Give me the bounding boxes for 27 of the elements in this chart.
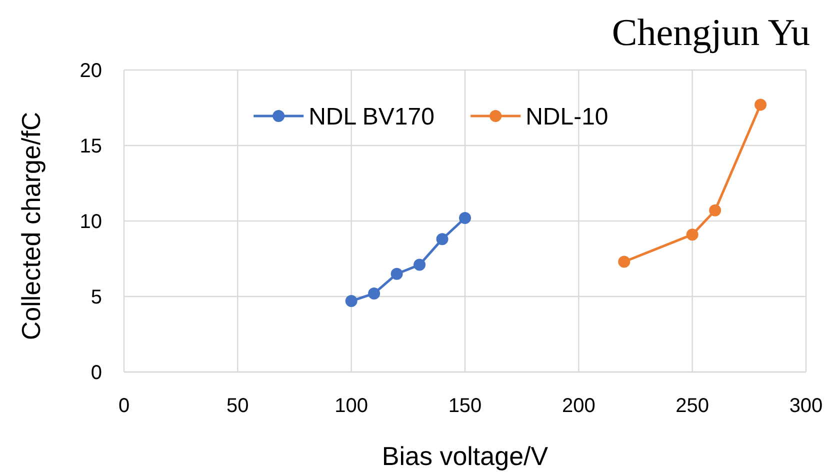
- legend-label: NDL BV170: [308, 103, 434, 130]
- x-tick-label: 100: [334, 395, 368, 417]
- legend-label: NDL-10: [526, 103, 608, 130]
- x-tick-label: 200: [562, 395, 596, 417]
- x-tick-label: 50: [226, 395, 249, 417]
- point: [686, 228, 698, 241]
- x-tick-label: 250: [676, 395, 710, 417]
- x-tick-label: 0: [118, 395, 130, 417]
- y-tick-label: 15: [80, 136, 102, 158]
- y-tick-label: 10: [80, 211, 102, 233]
- point: [618, 256, 630, 268]
- y-tick-label: 5: [90, 286, 102, 308]
- x-axis-title: Bias voltage/V: [382, 441, 549, 471]
- point: [368, 287, 380, 300]
- text: Chengjun Yu: [612, 12, 810, 54]
- x-tick-label: 150: [448, 395, 482, 417]
- point: [414, 258, 426, 271]
- point: [436, 233, 448, 246]
- y-tick-label: 0: [90, 362, 102, 384]
- point: [390, 268, 403, 280]
- x-tick-label: 300: [789, 395, 823, 417]
- y-axis-title: Collected charge/fC: [16, 112, 46, 340]
- y-tick-label: 20: [80, 60, 102, 82]
- point: [459, 212, 471, 224]
- point: [709, 204, 722, 216]
- point: [345, 295, 358, 308]
- point: [754, 98, 767, 111]
